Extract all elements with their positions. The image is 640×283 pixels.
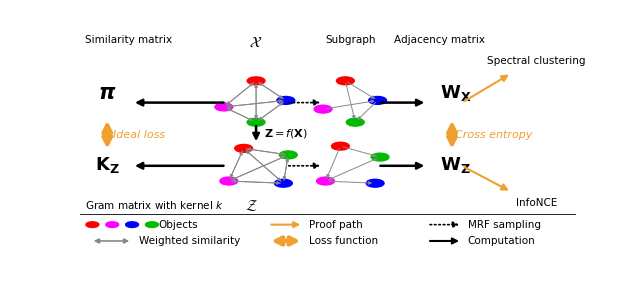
Text: $\mathbf{Z} = f(\mathbf{X})$: $\mathbf{Z} = f(\mathbf{X})$	[264, 127, 307, 140]
Text: $\mathbf{W}_\mathbf{Z}$: $\mathbf{W}_\mathbf{Z}$	[440, 155, 470, 175]
Text: $\mathcal{X}$: $\mathcal{X}$	[250, 35, 263, 50]
Circle shape	[106, 222, 118, 228]
Circle shape	[369, 97, 387, 104]
Circle shape	[337, 77, 355, 85]
Text: Weighted similarity: Weighted similarity	[138, 236, 240, 246]
Circle shape	[277, 97, 295, 104]
Text: Similarity matrix: Similarity matrix	[85, 35, 172, 45]
Text: Gram matrix with kernel $k$: Gram matrix with kernel $k$	[85, 199, 223, 211]
Text: MRF sampling: MRF sampling	[468, 220, 541, 230]
Circle shape	[125, 222, 138, 228]
Circle shape	[86, 222, 99, 228]
Circle shape	[317, 177, 335, 185]
Circle shape	[280, 151, 297, 159]
Text: Ideal loss: Ideal loss	[113, 130, 166, 140]
Circle shape	[332, 142, 349, 150]
Text: Proof path: Proof path	[309, 220, 363, 230]
Circle shape	[247, 77, 265, 85]
Circle shape	[275, 179, 292, 187]
Text: Objects: Objects	[158, 220, 198, 230]
Circle shape	[247, 118, 265, 126]
Text: Cross entropy: Cross entropy	[456, 130, 533, 140]
Circle shape	[215, 103, 233, 111]
Text: Loss function: Loss function	[309, 236, 378, 246]
Circle shape	[366, 179, 384, 187]
Circle shape	[145, 222, 158, 228]
Circle shape	[220, 177, 237, 185]
Circle shape	[371, 153, 389, 161]
Text: $\boldsymbol{\pi}$: $\boldsymbol{\pi}$	[98, 83, 116, 103]
Text: InfoNCE: InfoNCE	[516, 198, 557, 208]
Circle shape	[235, 144, 253, 152]
Circle shape	[346, 118, 364, 126]
Text: Subgraph: Subgraph	[325, 35, 376, 45]
Text: $\mathcal{Z}$: $\mathcal{Z}$	[244, 198, 257, 213]
Text: Adjacency matrix: Adjacency matrix	[394, 35, 485, 45]
Circle shape	[314, 105, 332, 113]
Text: $\mathbf{W}_\mathbf{X}$: $\mathbf{W}_\mathbf{X}$	[440, 83, 471, 103]
Text: Spectral clustering: Spectral clustering	[487, 56, 586, 66]
Text: $\mathbf{K}_\mathbf{Z}$: $\mathbf{K}_\mathbf{Z}$	[95, 155, 120, 175]
Text: Computation: Computation	[468, 236, 536, 246]
